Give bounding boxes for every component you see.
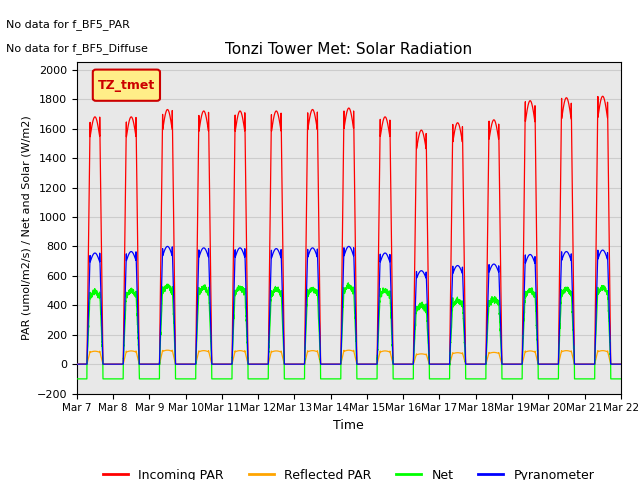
Title: Tonzi Tower Met: Solar Radiation: Tonzi Tower Met: Solar Radiation (225, 42, 472, 57)
X-axis label: Time: Time (333, 419, 364, 432)
Text: TZ_tmet: TZ_tmet (98, 79, 155, 92)
Text: No data for f_BF5_PAR: No data for f_BF5_PAR (6, 19, 131, 30)
Text: No data for f_BF5_Diffuse: No data for f_BF5_Diffuse (6, 43, 148, 54)
Legend: Incoming PAR, Reflected PAR, Net, Pyranometer: Incoming PAR, Reflected PAR, Net, Pyrano… (99, 464, 599, 480)
Y-axis label: PAR (umol/m2/s) / Net and Solar (W/m2): PAR (umol/m2/s) / Net and Solar (W/m2) (21, 116, 31, 340)
